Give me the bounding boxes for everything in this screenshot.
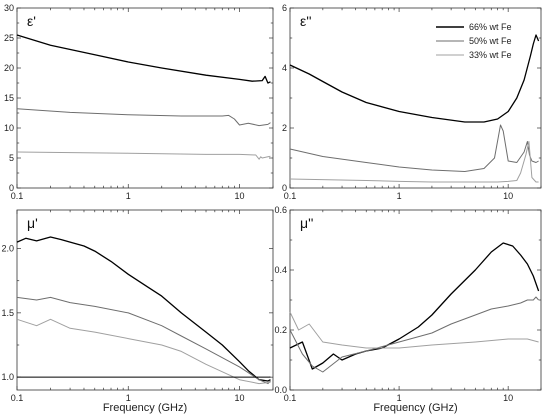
y-tick-label: 0 [9, 183, 14, 193]
x-tick-label: 1 [397, 191, 402, 201]
series-line-3 [289, 311, 539, 349]
legend-entry: 33% wt Fe [469, 50, 512, 60]
series-line-3 [16, 318, 271, 385]
y-tick-label: 4 [282, 63, 287, 73]
x-tick-label: 1 [397, 393, 402, 403]
y-tick-label: 30 [4, 3, 14, 13]
x-axis-label: Frequency (GHz) [373, 402, 457, 414]
x-tick-label: 10 [235, 393, 245, 403]
chart-panel-top-left: 0.1 1 10 0 5 10 15 20 25 30 ε' [4, 3, 274, 201]
panel-title: ε' [27, 13, 36, 29]
y-tick-label: 15 [4, 93, 14, 103]
series-line-1 [16, 34, 271, 84]
y-tick-label: 0.2 [274, 325, 287, 335]
series-line-2 [16, 108, 271, 127]
y-tick-label: 2 [282, 123, 287, 133]
y-tick-label: 1.5 [1, 308, 14, 318]
series-line-2 [289, 124, 539, 172]
x-tick-label: 0.1 [284, 191, 297, 201]
x-tick-label: 1 [126, 191, 131, 201]
y-tick-label: 25 [4, 33, 14, 43]
y-tick-label: 0.4 [274, 265, 287, 275]
y-tick-label: 10 [4, 123, 14, 133]
series-line-3 [289, 141, 539, 183]
chart-panel-bottom-left: 0.1 1 10 1.0 1.5 2.0 μ' Frequency (GHz) [1, 209, 274, 414]
series-line-1 [289, 34, 540, 123]
x-axis-label: Frequency (GHz) [103, 402, 187, 414]
y-tick-label: 6 [282, 3, 287, 13]
series-line-1 [289, 242, 540, 370]
plot-frame [289, 7, 542, 189]
x-tick-label: 10 [235, 191, 245, 201]
y-tick-label: 20 [4, 63, 14, 73]
plot-frame [289, 209, 542, 391]
x-tick-label: 0.1 [11, 393, 24, 403]
panel-title: μ'' [300, 215, 313, 231]
series-line-3 [16, 151, 271, 160]
x-tick-label: 10 [503, 393, 513, 403]
legend-entry: 50% wt Fe [469, 36, 512, 46]
legend-entry: 66% wt Fe [469, 22, 512, 32]
x-tick-label: 1 [126, 393, 131, 403]
y-tick-label: 5 [9, 153, 14, 163]
y-tick-label: 2.0 [1, 244, 14, 254]
plot-frame [16, 7, 274, 189]
x-tick-label: 10 [503, 191, 513, 201]
panel-title: ε'' [300, 13, 312, 29]
x-tick-label: 0.1 [284, 393, 297, 403]
panel-title: μ' [27, 215, 38, 231]
plot-frame [16, 209, 274, 391]
x-tick-label: 0.1 [11, 191, 24, 201]
series-line-2 [289, 296, 539, 373]
y-tick-label: 0.6 [274, 205, 287, 215]
series-line-2 [16, 296, 271, 385]
series-line-1 [16, 236, 271, 382]
y-tick-label: 0 [282, 183, 287, 193]
chart-panel-bottom-right: 0.1 1 10 0.0 0.2 0.4 0.6 μ'' Frequency (GHz) [274, 205, 542, 414]
y-tick-label: 0.0 [274, 385, 287, 395]
y-tick-label: 1.0 [1, 372, 14, 382]
chart-panel-top-right: 0.1 1 10 0 2 4 6 ε'' 66% wt Fe 50% wt Fe 33% wt Fe [282, 3, 542, 201]
